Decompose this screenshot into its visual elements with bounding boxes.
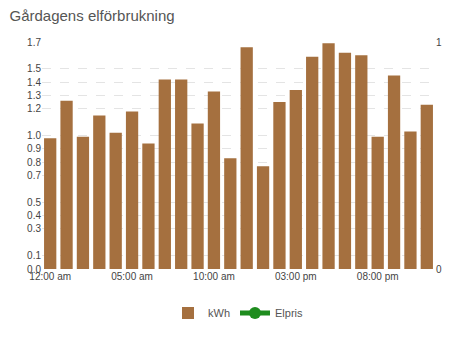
svg-text:08:00 pm: 08:00 pm [357, 271, 399, 282]
svg-text:1.4: 1.4 [27, 77, 41, 88]
svg-text:05:00 am: 05:00 am [111, 271, 153, 282]
svg-text:1.2: 1.2 [27, 103, 41, 114]
svg-text:0.9: 0.9 [27, 143, 41, 154]
svg-text:1.3: 1.3 [27, 90, 41, 101]
svg-text:1.5: 1.5 [27, 63, 41, 74]
svg-text:kWh: kWh [208, 307, 230, 319]
svg-text:12:00 am: 12:00 am [29, 271, 71, 282]
svg-text:0.8: 0.8 [27, 157, 41, 168]
svg-text:0.0: 0.0 [27, 264, 41, 275]
svg-text:1.7: 1.7 [27, 37, 41, 48]
svg-text:10:00 am: 10:00 am [193, 271, 235, 282]
svg-text:03:00 pm: 03:00 pm [275, 271, 317, 282]
svg-text:0.3: 0.3 [27, 223, 41, 234]
svg-text:0.4: 0.4 [27, 210, 41, 221]
svg-text:Gårdagens elförbrukning: Gårdagens elförbrukning [10, 7, 175, 24]
svg-text:1.0: 1.0 [27, 130, 41, 141]
svg-text:Elpris: Elpris [275, 307, 303, 319]
svg-text:1: 1 [436, 37, 442, 48]
svg-text:0.5: 0.5 [27, 197, 41, 208]
svg-text:0.7: 0.7 [27, 170, 41, 181]
svg-text:0: 0 [436, 264, 442, 275]
svg-text:0.1: 0.1 [27, 250, 41, 261]
